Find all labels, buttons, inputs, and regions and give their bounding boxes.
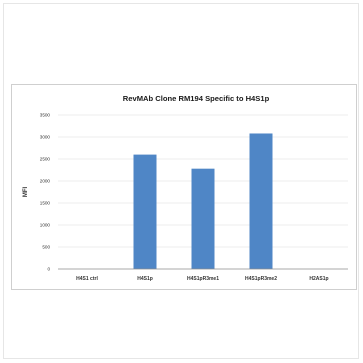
y-tick-label: 3500 (40, 113, 51, 118)
bar (133, 154, 157, 269)
y-tick-label: 3000 (40, 135, 51, 140)
bar (249, 133, 273, 269)
y-tick-label: 1500 (40, 201, 51, 206)
y-tick-label: 2000 (40, 179, 51, 184)
bar (191, 168, 215, 269)
x-tick-label: H4S1 ctrl (76, 276, 98, 282)
y-axis-ticks: 0 500 1000 1500 2000 2500 3000 3500 (40, 113, 51, 272)
x-tick-label: H4S1p (137, 276, 153, 282)
x-tick-label: H4S1pR3me1 (187, 276, 219, 282)
x-axis-ticks: H4S1 ctrl H4S1p H4S1pR3me1 H4S1pR3me2 H2AS1p (76, 276, 328, 282)
chart-frame (11, 84, 357, 290)
bars (133, 133, 273, 269)
y-tick-label: 2500 (40, 157, 51, 162)
x-tick-label: H2AS1p (309, 276, 328, 282)
y-axis-label: MFI (23, 187, 29, 198)
y-tick-label: 1000 (40, 223, 51, 228)
y-tick-label: 0 (47, 267, 50, 272)
chart-title: RevMAb Clone RM194 Specific to H4S1p (123, 94, 270, 103)
y-tick-label: 500 (42, 245, 50, 250)
x-tick-label: H4S1pR3me2 (245, 276, 277, 282)
